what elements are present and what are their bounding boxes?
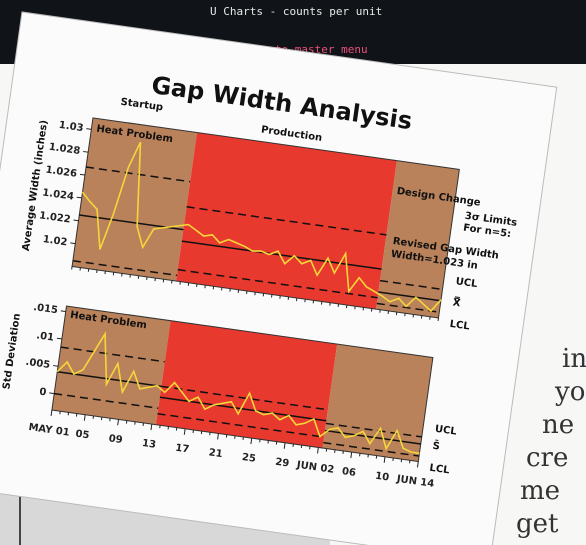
x-tick — [250, 438, 253, 445]
y-tick — [86, 128, 92, 130]
control-limit — [177, 268, 378, 299]
x-tick — [416, 461, 419, 468]
control-limit — [72, 259, 178, 277]
y-tick — [83, 150, 89, 153]
x-tick — [50, 409, 53, 417]
body-fragment: cre — [526, 443, 568, 473]
x-tick-label: 10 — [374, 471, 389, 484]
body-fragment: yo — [554, 377, 585, 407]
x-tick-label: JUN 02 — [295, 460, 335, 476]
x-tick — [150, 424, 153, 431]
chart-card: Gap Width Analysis 1.021.0221.0241.0261.… — [0, 11, 558, 545]
limit-label: S̄ — [432, 439, 441, 453]
x-tick-label: 13 — [141, 438, 156, 451]
phase-region — [72, 117, 198, 282]
limit-label: LCL — [429, 463, 451, 477]
y-tick — [49, 392, 55, 395]
body-fragment: me — [520, 476, 560, 506]
limit-label: LCL — [449, 319, 471, 333]
y-tick-label: .005 — [25, 357, 51, 371]
x-tick-label: 17 — [175, 443, 190, 456]
x-tick — [317, 447, 319, 454]
y-tick — [60, 310, 66, 313]
y-tick — [76, 196, 82, 199]
y-tick-label: 1.03 — [58, 120, 84, 134]
phase-region — [322, 344, 433, 462]
limit-label: UCL — [434, 424, 458, 438]
y-tick-label: .01 — [36, 330, 55, 343]
control-limit — [378, 291, 441, 302]
control-limit — [161, 385, 329, 411]
body-fragment: in — [562, 344, 586, 374]
body-fragment: ne — [542, 410, 574, 440]
x-tick — [283, 442, 286, 449]
data-line — [56, 331, 420, 455]
control-limit — [181, 240, 382, 270]
control-limit — [85, 166, 191, 183]
x-tick-label: 09 — [108, 433, 123, 446]
limit-label: X̿ — [452, 296, 462, 310]
y-tick-label: 1.028 — [48, 142, 81, 157]
x-tick-label: JUN 14 — [395, 474, 435, 490]
y-tick — [79, 173, 85, 176]
y-tick-label: 1.026 — [45, 165, 78, 180]
y-tick — [56, 337, 62, 340]
y-tick — [53, 365, 59, 367]
y-tick-label: 1.024 — [42, 187, 75, 202]
control-limit — [376, 302, 440, 313]
y-tick-label: 1.02 — [42, 234, 68, 248]
y-tick-label: 0 — [39, 387, 47, 399]
y-tick — [73, 219, 79, 222]
phase-region — [51, 306, 171, 425]
x-tick — [217, 433, 219, 440]
x-tick — [350, 452, 353, 459]
limit-label: UCL — [455, 276, 479, 290]
x-tick-label: 06 — [341, 466, 356, 479]
control-limit — [186, 206, 387, 236]
x-tick — [383, 456, 386, 463]
control-limit — [379, 279, 443, 291]
x-tick — [83, 414, 86, 421]
x-tick — [117, 419, 120, 426]
body-fragment: get — [516, 509, 559, 539]
control-limit — [325, 422, 422, 438]
phase-region — [176, 132, 397, 310]
x-tick-label: 29 — [275, 457, 290, 470]
control-limit — [157, 412, 325, 438]
y-tick-label: .015 — [33, 302, 59, 316]
y-tick-label: 1.022 — [38, 210, 71, 225]
control-limit — [60, 346, 165, 363]
y-tick — [70, 242, 76, 245]
menu-text: U Charts - counts per unit — [210, 5, 382, 18]
control-limit — [323, 441, 420, 457]
data-line — [81, 141, 442, 313]
x-tick-label: 05 — [75, 429, 90, 442]
control-limit — [159, 396, 327, 422]
x-tick — [183, 428, 186, 435]
x-tick-label: 25 — [241, 452, 256, 465]
control-limit — [54, 392, 159, 409]
phase-region — [376, 160, 460, 318]
x-tick-label: 21 — [208, 447, 223, 460]
